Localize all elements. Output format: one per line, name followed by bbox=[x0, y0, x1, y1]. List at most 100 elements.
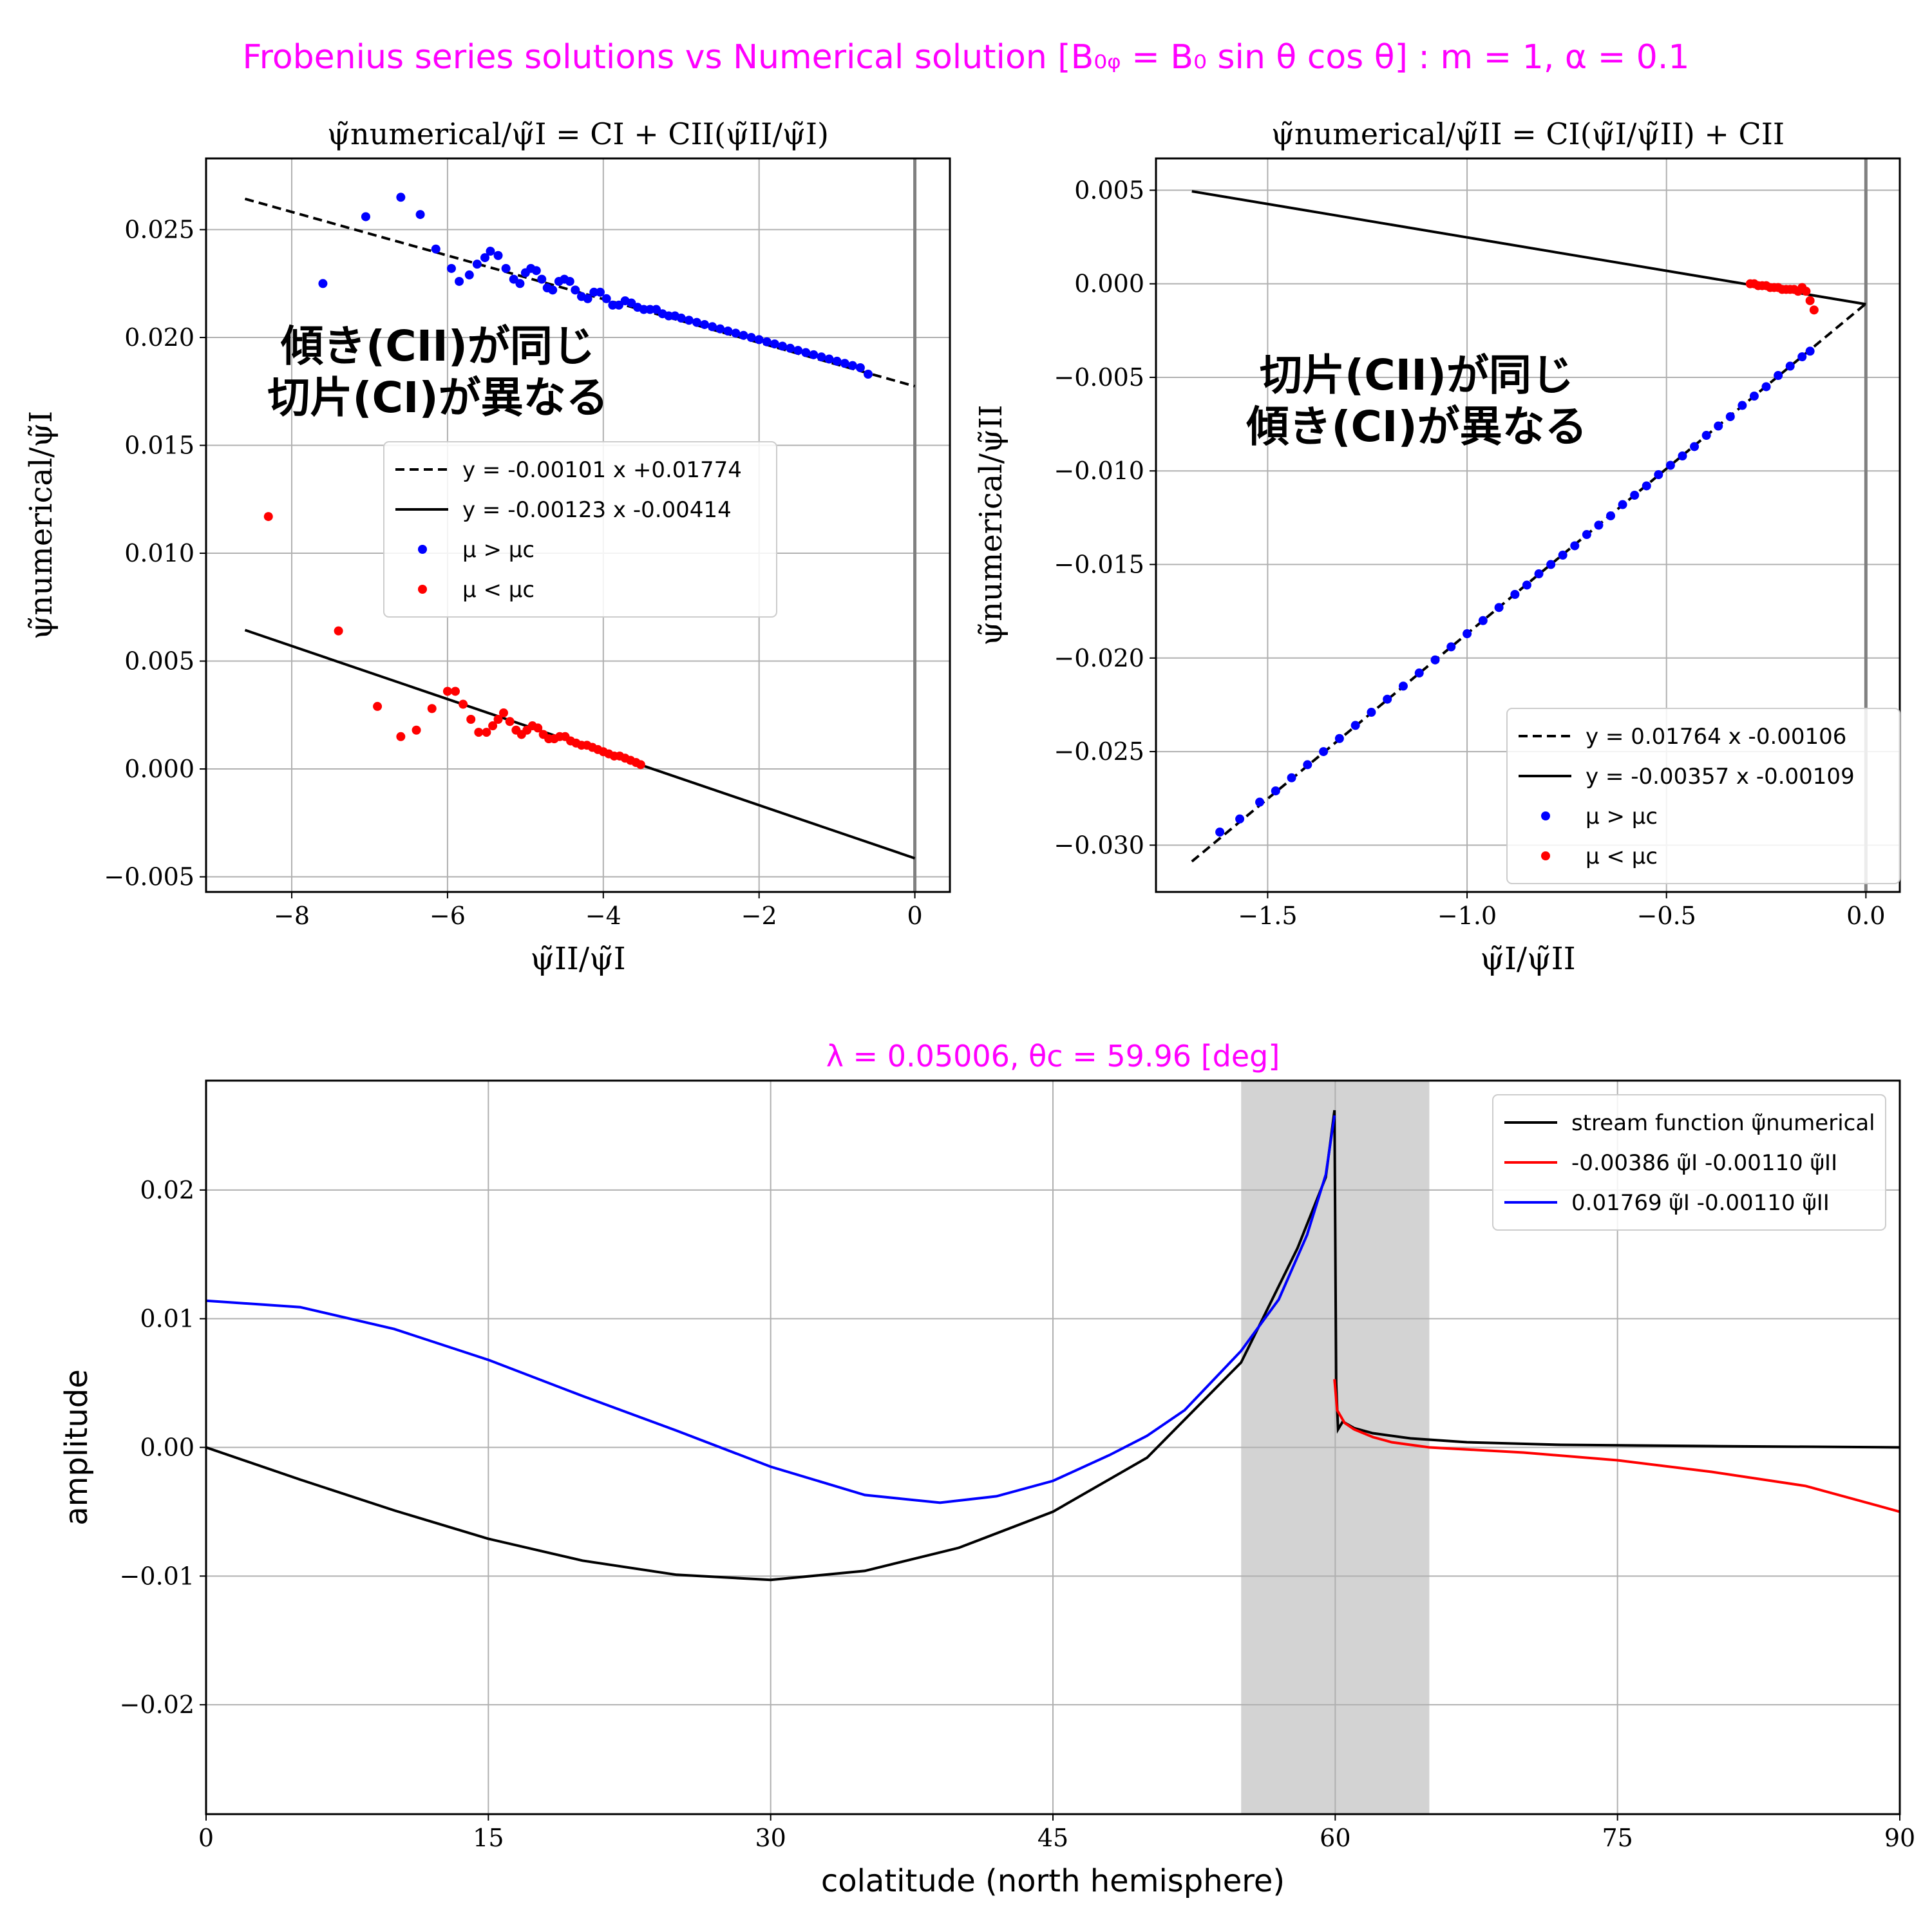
legend-marker bbox=[418, 585, 427, 594]
data-point bbox=[595, 287, 605, 297]
data-point bbox=[451, 687, 460, 696]
legend: stream function ψ̃numerical -0.00386 ψ̃I … bbox=[1492, 1094, 1886, 1231]
data-point bbox=[1630, 491, 1640, 500]
y-tick-label: 0.005 bbox=[1074, 176, 1144, 204]
data-point bbox=[832, 356, 842, 366]
legend: y = -0.00101 x +0.01774 y = -0.00123 x -0… bbox=[383, 441, 777, 618]
x-tick-label: 75 bbox=[1602, 1824, 1633, 1852]
data-point bbox=[700, 319, 710, 329]
data-point bbox=[739, 330, 748, 340]
data-point bbox=[809, 350, 819, 359]
data-point bbox=[373, 701, 383, 711]
data-point bbox=[1594, 520, 1604, 530]
data-point bbox=[1494, 603, 1504, 612]
y-tick-label: −0.005 bbox=[1054, 363, 1144, 392]
y-tick-label: 0.015 bbox=[124, 431, 194, 460]
legend-label: μ > μc bbox=[1586, 804, 1658, 829]
data-point bbox=[1319, 747, 1329, 757]
legend-label: 0.01769 ψ̃I -0.00110 ψ̃II bbox=[1571, 1190, 1830, 1216]
data-point bbox=[1478, 616, 1488, 625]
data-point bbox=[1215, 828, 1225, 837]
data-point bbox=[442, 687, 452, 696]
legend-label: μ < μc bbox=[1586, 844, 1658, 869]
x-tick-label: 0 bbox=[907, 902, 922, 930]
data-point bbox=[639, 305, 649, 314]
series-line-2 bbox=[1333, 1379, 1900, 1513]
x-tick-label: 90 bbox=[1884, 1824, 1915, 1852]
data-point bbox=[1738, 401, 1747, 410]
x-axis-label: ψ̃I/ψ̃II bbox=[1480, 941, 1575, 977]
data-point bbox=[1546, 560, 1556, 569]
data-point bbox=[431, 244, 440, 254]
y-tick-label: −0.020 bbox=[1054, 644, 1144, 672]
series-line-3 bbox=[206, 1115, 1336, 1504]
data-point bbox=[1725, 412, 1735, 421]
data-point bbox=[583, 294, 592, 303]
data-point bbox=[793, 346, 803, 355]
data-point bbox=[1749, 392, 1759, 401]
data-point bbox=[565, 276, 574, 286]
data-point bbox=[415, 210, 425, 220]
data-point bbox=[1463, 629, 1472, 639]
data-point bbox=[1774, 371, 1783, 381]
data-point bbox=[855, 363, 865, 372]
data-point bbox=[472, 260, 482, 269]
legend-label: y = -0.00357 x -0.00109 bbox=[1586, 764, 1855, 790]
data-point bbox=[505, 717, 515, 726]
data-point bbox=[684, 316, 694, 325]
data-point bbox=[531, 266, 541, 276]
y-tick-label: 0.020 bbox=[124, 323, 194, 352]
data-point bbox=[1287, 773, 1296, 782]
annotation-line-1: 傾き(CII)が同じ bbox=[280, 321, 595, 371]
plot-area bbox=[244, 193, 916, 860]
data-point bbox=[1797, 352, 1807, 361]
plot-area bbox=[206, 1110, 1900, 1582]
data-point bbox=[446, 263, 456, 273]
x-tick-label: −1.5 bbox=[1238, 902, 1297, 930]
chart-title: λ = 0.05006, θc = 59.96 [deg] bbox=[826, 1039, 1280, 1074]
data-point bbox=[1606, 511, 1616, 520]
x-tick-label: −2 bbox=[741, 902, 777, 930]
data-point bbox=[1235, 814, 1245, 824]
data-point bbox=[864, 370, 873, 379]
data-point bbox=[1690, 442, 1700, 451]
data-point bbox=[533, 723, 543, 733]
y-tick-label: 0.000 bbox=[124, 755, 194, 783]
data-point bbox=[645, 305, 655, 314]
data-point bbox=[1271, 786, 1280, 796]
data-point bbox=[664, 311, 674, 321]
data-point bbox=[715, 324, 725, 334]
data-point bbox=[1642, 481, 1651, 491]
data-point bbox=[1558, 550, 1567, 560]
y-tick-label: 0.01 bbox=[140, 1305, 194, 1333]
x-tick-label: 60 bbox=[1320, 1824, 1350, 1852]
chart-title: ψ̃numerical/ψ̃II = CI(ψ̃I/ψ̃II) + CII bbox=[1271, 117, 1785, 151]
data-point bbox=[1665, 460, 1675, 470]
y-axis-label: ψ̃numerical/ψ̃I bbox=[23, 411, 59, 639]
data-point bbox=[1805, 296, 1815, 305]
data-point bbox=[499, 708, 508, 717]
y-tick-label: −0.005 bbox=[104, 863, 194, 891]
data-point bbox=[1809, 305, 1819, 315]
data-point bbox=[412, 725, 421, 735]
legend-label: μ < μc bbox=[462, 577, 535, 603]
data-point bbox=[1701, 431, 1711, 440]
x-tick-label: 0.0 bbox=[1846, 902, 1885, 930]
legend-frame bbox=[1506, 708, 1900, 884]
data-point bbox=[466, 715, 476, 724]
y-tick-label: 0.00 bbox=[140, 1434, 194, 1462]
data-point bbox=[1510, 590, 1520, 600]
data-point bbox=[708, 322, 717, 332]
chart-top-left: −8 −6 −4 −2 0 −0.005 0.000 0.005 0.010 0.015 0.020… bbox=[23, 117, 951, 977]
chart-title: ψ̃numerical/ψ̃I = CI + CII(ψ̃II/ψ̃I) bbox=[327, 117, 829, 151]
figure-suptitle: Frobenius series solutions vs Numerical … bbox=[242, 38, 1689, 77]
y-tick-label: 0.000 bbox=[1074, 270, 1144, 298]
data-point bbox=[840, 359, 849, 368]
x-tick-label: −0.5 bbox=[1637, 902, 1696, 930]
data-point bbox=[1678, 451, 1687, 460]
data-point bbox=[548, 285, 558, 295]
data-point bbox=[1582, 530, 1591, 540]
data-point bbox=[396, 193, 406, 202]
data-point bbox=[571, 285, 580, 295]
data-point bbox=[824, 354, 834, 364]
